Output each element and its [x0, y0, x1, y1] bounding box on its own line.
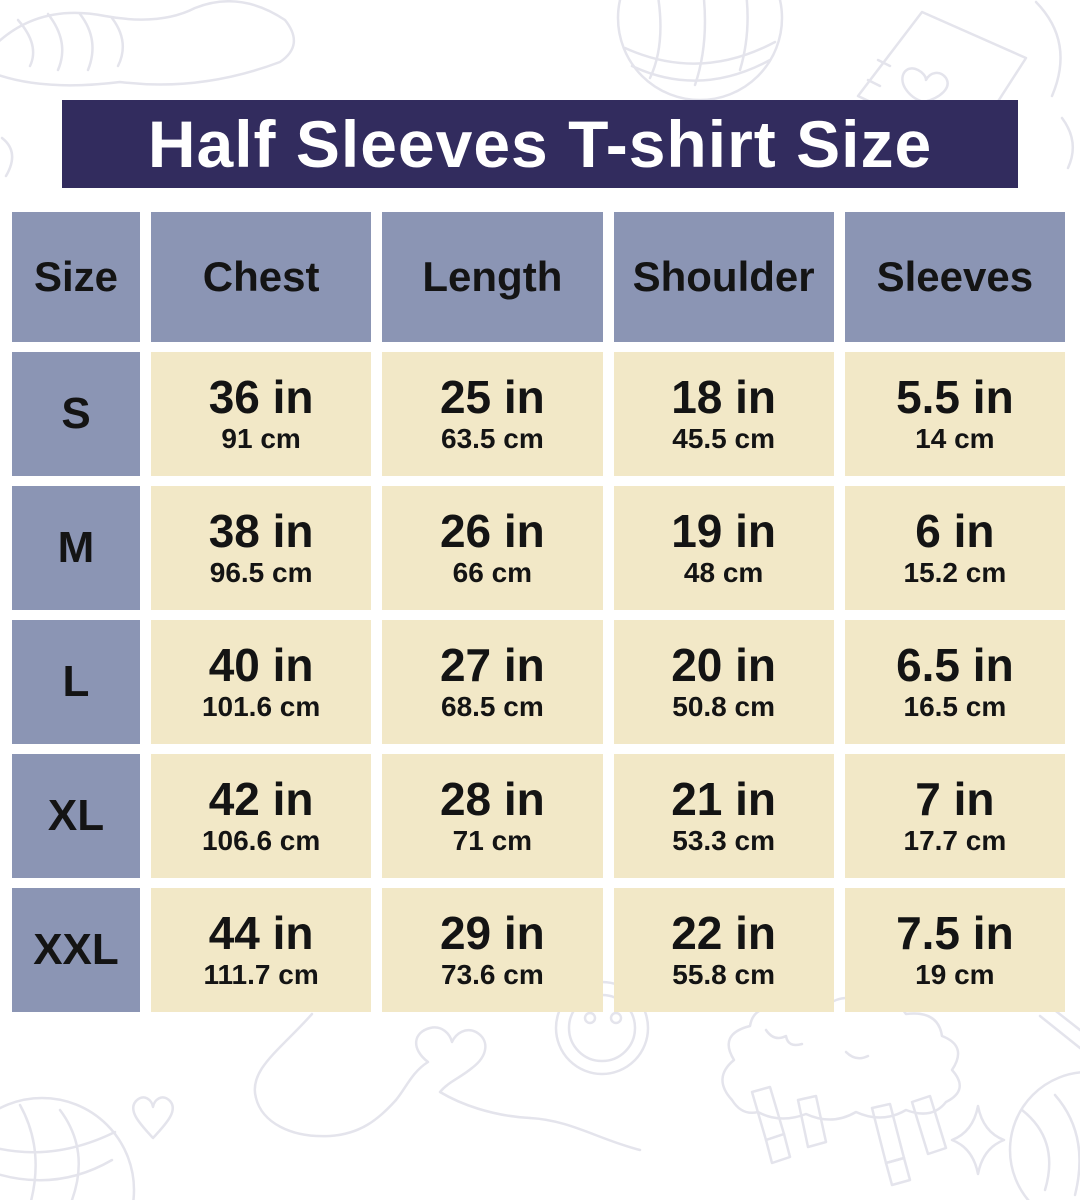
- value-cm: 101.6 cm: [201, 690, 321, 722]
- row-xl-shoulder: 21 in 53.3 cm: [613, 754, 834, 878]
- yarn-doodle-top-left: [0, 0, 295, 87]
- row-m-shoulder: 19 in 48 cm: [613, 486, 834, 610]
- value-inches: 27 in: [439, 639, 545, 692]
- value-cm: 111.7 cm: [203, 958, 319, 990]
- row-xxl-label: XXL: [12, 888, 140, 1012]
- row-s-length: 25 in 63.5 cm: [382, 352, 603, 476]
- row-s-sleeves: 5.5 in 14 cm: [844, 352, 1065, 476]
- value-inches: 6.5 in: [896, 639, 1014, 692]
- header-chest: Chest: [151, 212, 372, 342]
- value-cm: 19 cm: [915, 958, 995, 990]
- yarn-string-heart-doodle: [253, 1012, 642, 1152]
- header-size: Size: [12, 212, 140, 342]
- value-cm: 71 cm: [452, 824, 533, 856]
- value-cm: 15.2 cm: [903, 556, 1007, 588]
- row-xl-length: 28 in 71 cm: [382, 754, 603, 878]
- size-table: Size Chest Length Shoulder Sleeves S 36 …: [12, 212, 1065, 1012]
- value-cm: 53.3 cm: [672, 824, 775, 856]
- value-cm: 106.6 cm: [201, 824, 321, 856]
- value-inches: 20 in: [671, 639, 777, 692]
- row-xxl-sleeves: 7.5 in 19 cm: [844, 888, 1065, 1012]
- row-xxl-chest: 44 in 111.7 cm: [151, 888, 372, 1012]
- row-s-label: S: [12, 352, 140, 476]
- value-inches: 44 in: [208, 907, 314, 960]
- value-inches: 42 in: [208, 773, 314, 826]
- value-inches: 26 in: [439, 505, 545, 558]
- yarn-ball-doodle-bottom-left: [0, 1096, 136, 1200]
- value-inches: 6 in: [915, 505, 995, 558]
- value-cm: 48 cm: [683, 556, 764, 588]
- value-inches: 21 in: [671, 773, 777, 826]
- yarn-doodle-bottom-right: [1008, 1006, 1080, 1200]
- row-l-label: L: [12, 620, 140, 744]
- value-inches: 28 in: [439, 773, 545, 826]
- yarn-ball-doodle-top: [616, 0, 1028, 150]
- row-xxl-shoulder: 22 in 55.8 cm: [613, 888, 834, 1012]
- row-m-label: M: [12, 486, 140, 610]
- page-title: Half Sleeves T-shirt Size: [147, 107, 933, 181]
- value-inches: 7.5 in: [896, 907, 1014, 960]
- row-xxl-length: 29 in 73.6 cm: [382, 888, 603, 1012]
- row-l-shoulder: 20 in 50.8 cm: [613, 620, 834, 744]
- header-shoulder: Shoulder: [613, 212, 834, 342]
- sparkle-doodle: [950, 1104, 1006, 1176]
- value-cm: 91 cm: [221, 422, 301, 454]
- value-cm: 55.8 cm: [672, 958, 775, 990]
- row-xl-chest: 42 in 106.6 cm: [151, 754, 372, 878]
- value-inches: 29 in: [439, 907, 545, 960]
- value-cm: 50.8 cm: [672, 690, 775, 722]
- value-cm: 66 cm: [452, 556, 533, 588]
- heart-doodle-small: [131, 1096, 175, 1140]
- row-l-length: 27 in 68.5 cm: [382, 620, 603, 744]
- squiggle-doodle-left: [0, 136, 14, 178]
- row-xl-label: XL: [12, 754, 140, 878]
- row-m-sleeves: 6 in 15.2 cm: [844, 486, 1065, 610]
- value-cm: 16.5 cm: [903, 690, 1007, 722]
- value-inches: 36 in: [208, 371, 314, 424]
- row-l-sleeves: 6.5 in 16.5 cm: [844, 620, 1065, 744]
- row-l-chest: 40 in 101.6 cm: [151, 620, 372, 744]
- value-cm: 17.7 cm: [903, 824, 1007, 856]
- row-xl-sleeves: 7 in 17.7 cm: [844, 754, 1065, 878]
- value-inches: 19 in: [671, 505, 777, 558]
- value-inches: 38 in: [208, 505, 314, 558]
- value-inches: 5.5 in: [896, 371, 1014, 424]
- header-sleeves: Sleeves: [844, 212, 1065, 342]
- squiggle-doodle-top-right: [1034, 0, 1075, 170]
- row-m-length: 26 in 66 cm: [382, 486, 603, 610]
- value-cm: 73.6 cm: [441, 958, 544, 990]
- value-inches: 7 in: [915, 773, 995, 826]
- value-cm: 63.5 cm: [441, 422, 544, 454]
- value-inches: 18 in: [671, 371, 777, 424]
- row-s-chest: 36 in 91 cm: [151, 352, 372, 476]
- value-cm: 45.5 cm: [672, 422, 775, 454]
- header-length: Length: [382, 212, 603, 342]
- value-cm: 68.5 cm: [441, 690, 544, 722]
- value-cm: 14 cm: [915, 422, 995, 454]
- sheep-doodle: [721, 996, 961, 1187]
- value-cm: 96.5 cm: [209, 556, 313, 588]
- value-inches: 22 in: [671, 907, 777, 960]
- value-inches: 40 in: [208, 639, 314, 692]
- row-s-shoulder: 18 in 45.5 cm: [613, 352, 834, 476]
- row-m-chest: 38 in 96.5 cm: [151, 486, 372, 610]
- value-inches: 25 in: [439, 371, 545, 424]
- title-banner: Half Sleeves T-shirt Size: [62, 100, 1018, 188]
